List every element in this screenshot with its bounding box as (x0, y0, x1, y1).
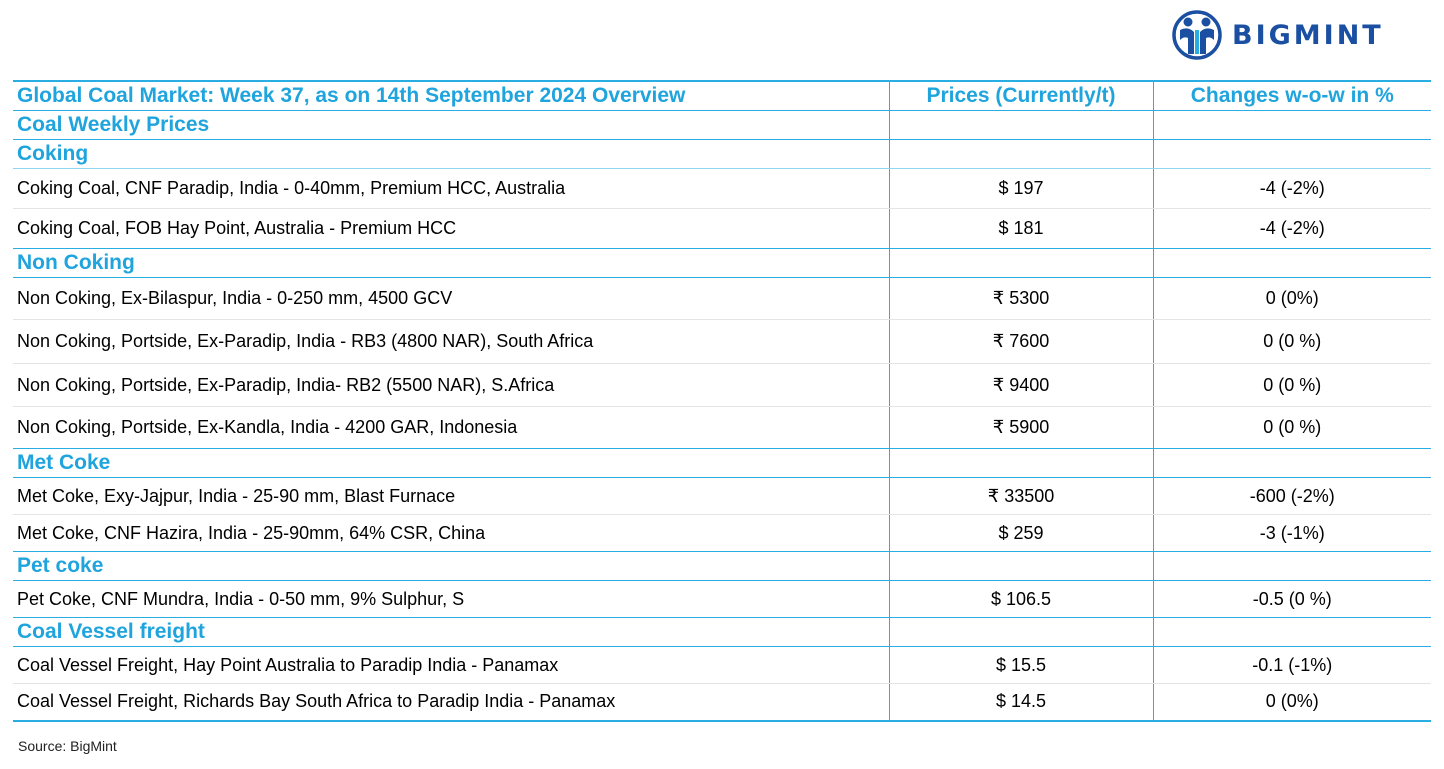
row-change: -4 (-2%) (1152, 208, 1431, 249)
row-label: Coking Coal, FOB Hay Point, Australia - … (13, 208, 889, 249)
brand-name: BIGMINT (1232, 19, 1384, 51)
row-change: -3 (-1%) (1152, 514, 1431, 552)
group-name: Coal Vessel freight (13, 617, 889, 647)
row-price: $ 197 (888, 168, 1153, 209)
row-label: Non Coking, Portside, Ex-Kandla, India -… (13, 406, 889, 449)
group-name: Met Coke (13, 448, 889, 478)
row-change: 0 (0%) (1152, 277, 1431, 320)
changes-header: Changes w-o-w in % (1152, 80, 1431, 111)
table-row: Coking Coal, FOB Hay Point, Australia - … (13, 208, 1431, 249)
group-heading-vessel-freight: Coal Vessel freight (13, 617, 1431, 647)
row-label: Non Coking, Ex-Bilaspur, India - 0-250 m… (13, 277, 889, 320)
table-row: Met Coke, Exy-Jajpur, India - 25-90 mm, … (13, 477, 1431, 515)
row-price: ₹ 9400 (888, 363, 1153, 407)
section-title: Coal Weekly Prices (13, 110, 889, 140)
row-price: $ 15.5 (888, 646, 1153, 684)
table-title: Global Coal Market: Week 37, as on 14th … (13, 80, 889, 111)
table-row: Coal Vessel Freight, Hay Point Australia… (13, 646, 1431, 684)
group-name: Pet coke (13, 551, 889, 581)
table-header-row: Global Coal Market: Week 37, as on 14th … (13, 80, 1431, 111)
row-label: Non Coking, Portside, Ex-Paradip, India-… (13, 363, 889, 407)
table-row: Non Coking, Portside, Ex-Paradip, India … (13, 319, 1431, 364)
row-label: Pet Coke, CNF Mundra, India - 0-50 mm, 9… (13, 580, 889, 618)
group-heading-coking: Coking (13, 139, 1431, 169)
table-row: Coking Coal, CNF Paradip, India - 0-40mm… (13, 168, 1431, 209)
row-price: ₹ 5900 (888, 406, 1153, 449)
row-change: 0 (0 %) (1152, 363, 1431, 407)
row-change: -0.5 (0 %) (1152, 580, 1431, 618)
group-name: Coking (13, 139, 889, 169)
row-label: Coal Vessel Freight, Hay Point Australia… (13, 646, 889, 684)
row-price: $ 181 (888, 208, 1153, 249)
table-row: Pet Coke, CNF Mundra, India - 0-50 mm, 9… (13, 580, 1431, 618)
row-price: $ 106.5 (888, 580, 1153, 618)
bigmint-logo: BIGMINT (1172, 10, 1384, 60)
table-row: Coal Vessel Freight, Richards Bay South … (13, 683, 1431, 722)
table-row: Non Coking, Portside, Ex-Kandla, India -… (13, 406, 1431, 449)
section-heading-row: Coal Weekly Prices (13, 110, 1431, 140)
row-change: 0 (0 %) (1152, 319, 1431, 364)
table-row: Non Coking, Portside, Ex-Paradip, India-… (13, 363, 1431, 407)
row-label: Non Coking, Portside, Ex-Paradip, India … (13, 319, 889, 364)
table-row: Non Coking, Ex-Bilaspur, India - 0-250 m… (13, 277, 1431, 320)
row-price: ₹ 7600 (888, 319, 1153, 364)
row-price: ₹ 33500 (888, 477, 1153, 515)
row-change: -0.1 (-1%) (1152, 646, 1431, 684)
table-row: Met Coke, CNF Hazira, India - 25-90mm, 6… (13, 514, 1431, 552)
row-change: 0 (0%) (1152, 683, 1431, 722)
group-heading-non-coking: Non Coking (13, 248, 1431, 278)
group-heading-met-coke: Met Coke (13, 448, 1431, 478)
row-label: Met Coke, Exy-Jajpur, India - 25-90 mm, … (13, 477, 889, 515)
row-label: Met Coke, CNF Hazira, India - 25-90mm, 6… (13, 514, 889, 552)
row-change: 0 (0 %) (1152, 406, 1431, 449)
row-price: $ 14.5 (888, 683, 1153, 722)
row-change: -600 (-2%) (1152, 477, 1431, 515)
group-heading-pet-coke: Pet coke (13, 551, 1431, 581)
row-label: Coal Vessel Freight, Richards Bay South … (13, 683, 889, 722)
row-price: $ 259 (888, 514, 1153, 552)
bigmint-logo-icon (1172, 10, 1222, 60)
coal-price-table: Global Coal Market: Week 37, as on 14th … (13, 80, 1431, 722)
group-name: Non Coking (13, 248, 889, 278)
row-price: ₹ 5300 (888, 277, 1153, 320)
row-label: Coking Coal, CNF Paradip, India - 0-40mm… (13, 168, 889, 209)
row-change: -4 (-2%) (1152, 168, 1431, 209)
prices-header: Prices (Currently/t) (888, 80, 1153, 111)
source-note: Source: BigMint (18, 738, 117, 754)
